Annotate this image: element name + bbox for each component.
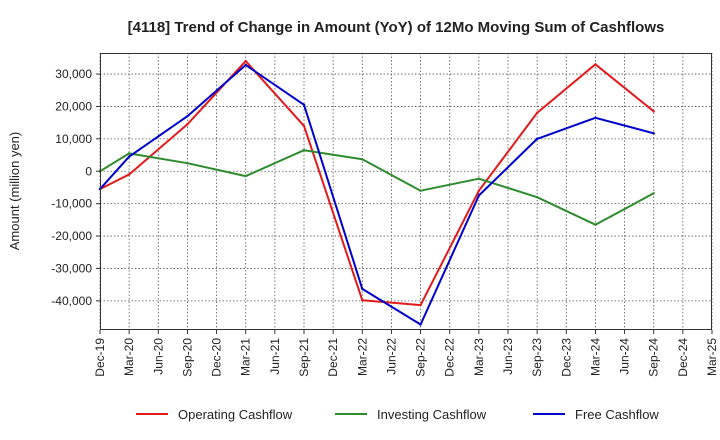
- operating-cashflow-point: [535, 111, 539, 115]
- x-tick-label: Mar-21: [239, 338, 253, 376]
- x-tick-label: Jun-24: [618, 338, 632, 375]
- free-cashflow-point: [652, 132, 655, 135]
- y-axis: 30,000 20,000 10,000 0 -10,000 -20,000 -30,000…: [51, 67, 100, 308]
- x-tick-label: Jun-20: [151, 338, 165, 375]
- investing-cashflow-point: [594, 223, 597, 226]
- x-tick-label: Sep-24: [647, 338, 661, 377]
- operating-cashflow-point: [419, 303, 422, 307]
- x-tick-label: Mar-23: [472, 338, 486, 376]
- operating-cashflow-point: [361, 298, 364, 302]
- x-tick-label: Sep-22: [414, 338, 428, 377]
- operating-cashflow-point: [186, 123, 189, 126]
- x-tick-label: Jun-21: [268, 338, 282, 375]
- plot-frame: [100, 53, 712, 330]
- operating-cashflow-point: [652, 110, 655, 113]
- y-tick-label: -20,000: [51, 229, 92, 243]
- operating-cashflow-point: [302, 124, 306, 128]
- x-tick-label: Mar-25: [705, 338, 719, 376]
- x-tick-label: Dec-23: [559, 338, 573, 377]
- x-tick-label: Jun-23: [501, 338, 515, 375]
- free-cashflow-point: [419, 323, 422, 326]
- x-tick-label: Sep-20: [180, 338, 194, 377]
- investing-cashflow-point: [186, 161, 189, 165]
- y-tick-label: 20,000: [55, 99, 92, 113]
- y-tick-label: -30,000: [51, 261, 92, 275]
- free-cashflow-point: [361, 287, 364, 291]
- free-cashflow-point: [302, 103, 306, 107]
- x-tick-label: Dec-24: [676, 338, 690, 377]
- free-cashflow-point: [186, 114, 189, 118]
- x-tick-label: Mar-20: [122, 338, 136, 376]
- investing-cashflow-point: [244, 174, 247, 178]
- x-tick-label: Mar-24: [588, 338, 602, 376]
- operating-cashflow-legend-label: Operating Cashflow: [178, 407, 293, 422]
- investing-cashflow-point: [302, 148, 306, 152]
- x-tick-label: Dec-19: [93, 338, 107, 377]
- legend: Operating Cashflow Investing Cashflow Free…: [136, 407, 659, 422]
- investing-cashflow-point: [535, 195, 539, 199]
- investing-cashflow-point: [477, 177, 481, 180]
- investing-cashflow-legend-label: Investing Cashflow: [377, 407, 487, 422]
- free-cashflow-point: [594, 116, 597, 119]
- investing-cashflow-point: [361, 158, 364, 161]
- chart-title: [4118] Trend of Change in Amount (YoY) o…: [128, 19, 665, 36]
- y-tick-label: -40,000: [51, 294, 92, 308]
- x-tick-label: Sep-21: [297, 338, 311, 377]
- y-axis-label: Amount (million yen): [7, 132, 22, 251]
- series-group: [98, 59, 655, 326]
- x-tick-label: Dec-22: [443, 338, 457, 377]
- grid: [99, 53, 713, 330]
- x-tick-label: Dec-21: [326, 338, 340, 377]
- operating-cashflow-point: [594, 63, 597, 66]
- investing-cashflow-point: [652, 192, 655, 195]
- y-tick-label: -10,000: [51, 197, 92, 211]
- operating-cashflow-point: [244, 59, 247, 63]
- plot-area: [100, 53, 712, 330]
- investing-cashflow-point: [419, 189, 422, 192]
- x-tick-label: Mar-22: [355, 338, 369, 376]
- x-axis: Dec-19 Mar-20 Jun-20 Sep-20 Dec-20 Mar-21 Jun-…: [93, 330, 719, 377]
- free-cashflow-point: [127, 155, 131, 158]
- y-tick-label: 10,000: [55, 132, 92, 146]
- x-tick-label: Dec-20: [210, 338, 224, 377]
- x-tick-label: Jun-22: [384, 338, 398, 375]
- operating-cashflow-point: [477, 189, 481, 192]
- y-tick-label: 0: [85, 164, 92, 178]
- free-cashflow-legend-label: Free Cashflow: [575, 407, 659, 422]
- x-tick-label: Sep-23: [530, 338, 544, 377]
- y-tick-label: 30,000: [55, 67, 92, 81]
- operating-cashflow-point: [127, 173, 131, 176]
- free-cashflow-point: [477, 194, 481, 197]
- free-cashflow-point: [244, 63, 247, 67]
- investing-cashflow-point: [127, 152, 131, 155]
- free-cashflow-point: [535, 137, 539, 141]
